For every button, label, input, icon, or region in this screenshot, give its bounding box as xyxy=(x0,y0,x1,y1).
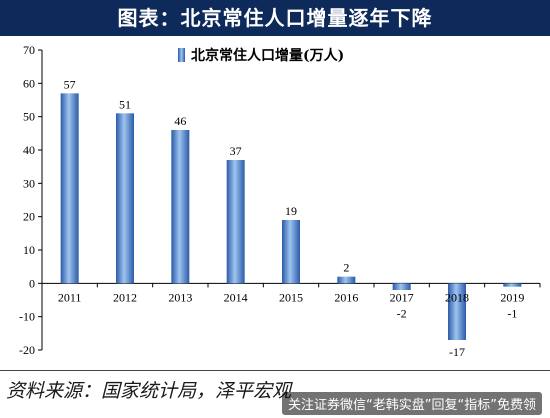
x-tick-label: 2013 xyxy=(168,290,192,304)
source-note: 资料来源：国家统计局，泽平宏观 xyxy=(6,380,292,402)
y-tick-label: 20 xyxy=(23,210,35,224)
bar xyxy=(226,160,245,284)
x-tick-label: 2014 xyxy=(224,290,248,304)
y-tick-label: 70 xyxy=(23,43,35,57)
x-tick-label: 2012 xyxy=(113,290,137,304)
data-label: 19 xyxy=(285,204,297,218)
data-label: -2 xyxy=(397,306,407,320)
legend-label: 北京常住人口增量(万人) xyxy=(191,48,345,64)
bar xyxy=(60,93,79,284)
data-label: -17 xyxy=(449,345,465,359)
x-tick-label: 2015 xyxy=(279,290,303,304)
data-label: 37 xyxy=(230,144,242,158)
x-tick-label: 2019 xyxy=(500,290,524,304)
y-tick-label: 30 xyxy=(23,176,35,190)
data-label: 57 xyxy=(64,77,76,91)
y-tick-label: 60 xyxy=(23,76,35,90)
bar xyxy=(171,130,190,284)
data-label: 51 xyxy=(119,97,131,111)
legend: 北京常住人口增量(万人) xyxy=(178,45,344,65)
bar xyxy=(282,220,300,284)
bar xyxy=(448,283,466,340)
y-tick-label: -10 xyxy=(19,310,35,324)
data-label: -1 xyxy=(507,306,517,320)
data-label: 46 xyxy=(174,114,186,128)
watermark: 关注证券微信“老韩实盘”回复“指标”免费领 xyxy=(282,392,542,415)
x-tick-label: 2011 xyxy=(58,290,82,304)
x-tick-label: 2017 xyxy=(390,290,414,304)
y-tick-label: -20 xyxy=(19,343,35,357)
bar xyxy=(392,283,411,290)
y-tick-label: 50 xyxy=(23,110,35,124)
y-tick-label: 40 xyxy=(23,143,35,157)
legend-swatch xyxy=(178,48,185,62)
bar xyxy=(503,283,522,287)
y-tick-label: 10 xyxy=(23,243,35,257)
bar xyxy=(337,276,356,284)
bar xyxy=(116,113,134,284)
chart-title: 图表：北京常住人口增量逐年下降 xyxy=(0,0,550,36)
y-tick-label: 0 xyxy=(29,276,35,290)
x-tick-label: 2018 xyxy=(445,290,469,304)
footer-divider xyxy=(0,370,550,371)
x-tick-label: 2016 xyxy=(334,290,358,304)
data-label: 2 xyxy=(343,261,349,275)
